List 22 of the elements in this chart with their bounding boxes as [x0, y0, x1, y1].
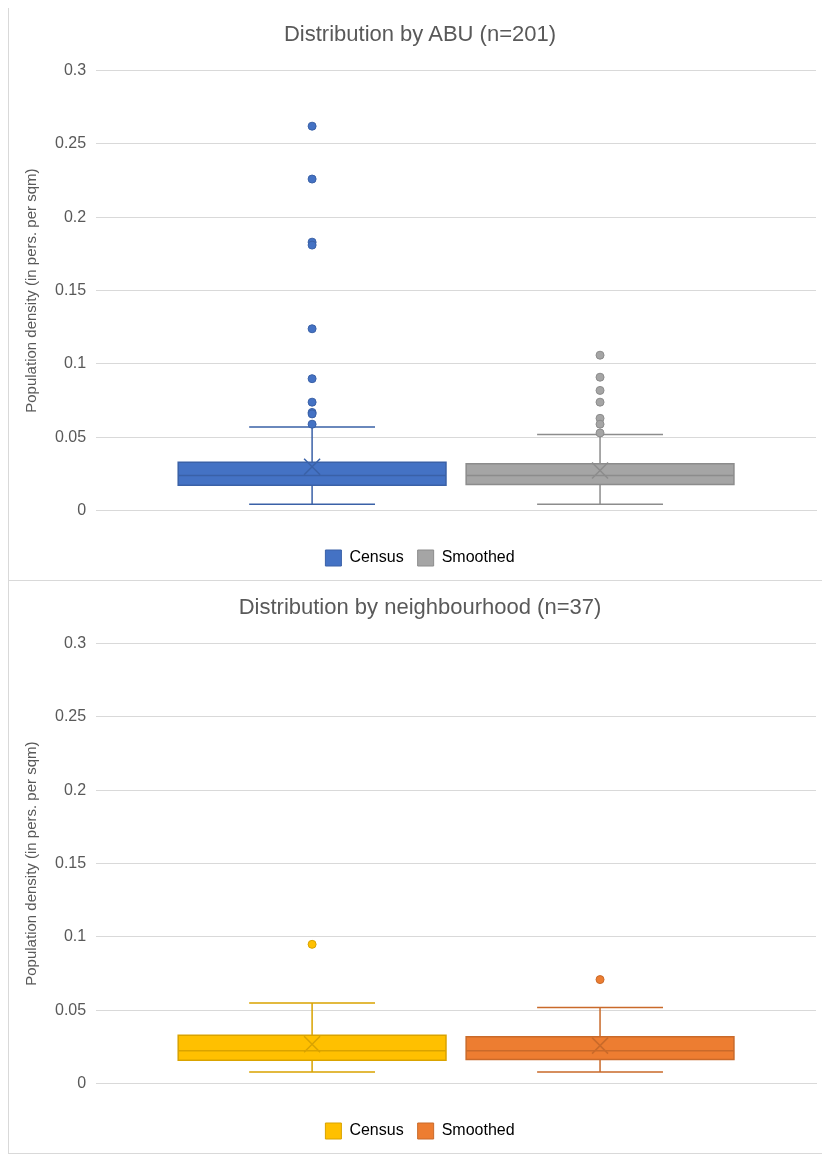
y-tick-label: 0.15 — [55, 281, 87, 299]
y-axis-title: Population density (in pers. per sqm) — [22, 741, 40, 986]
chart-title: Distribution by neighbourhood (n=37) — [238, 594, 602, 620]
y-tick-label: 0.25 — [55, 134, 87, 152]
y-axis-title: Population density (in pers. per sqm) — [22, 168, 40, 413]
y-tick-label: 0.1 — [63, 354, 87, 372]
legend-label: Smoothed — [441, 1121, 515, 1139]
y-tick-label: 0 — [77, 1074, 87, 1092]
y-tick-label: 0.1 — [63, 927, 87, 945]
y-tick-label: 0.2 — [63, 207, 87, 225]
y-tick-label: 0.3 — [63, 60, 87, 78]
y-tick-label: 0.25 — [55, 707, 87, 725]
legend-label: Census — [349, 548, 404, 566]
legend-label: Census — [349, 1121, 404, 1139]
y-tick-label: 0.05 — [55, 427, 87, 445]
legend-label: Smoothed — [441, 548, 515, 566]
y-tick-label: 0 — [77, 501, 87, 519]
y-tick-label: 0.05 — [55, 1000, 87, 1018]
y-tick-label: 0.3 — [63, 633, 87, 651]
chart-title: Distribution by ABU (n=201) — [283, 21, 557, 47]
y-tick-label: 0.2 — [63, 780, 87, 798]
y-tick-label: 0.15 — [55, 854, 87, 872]
